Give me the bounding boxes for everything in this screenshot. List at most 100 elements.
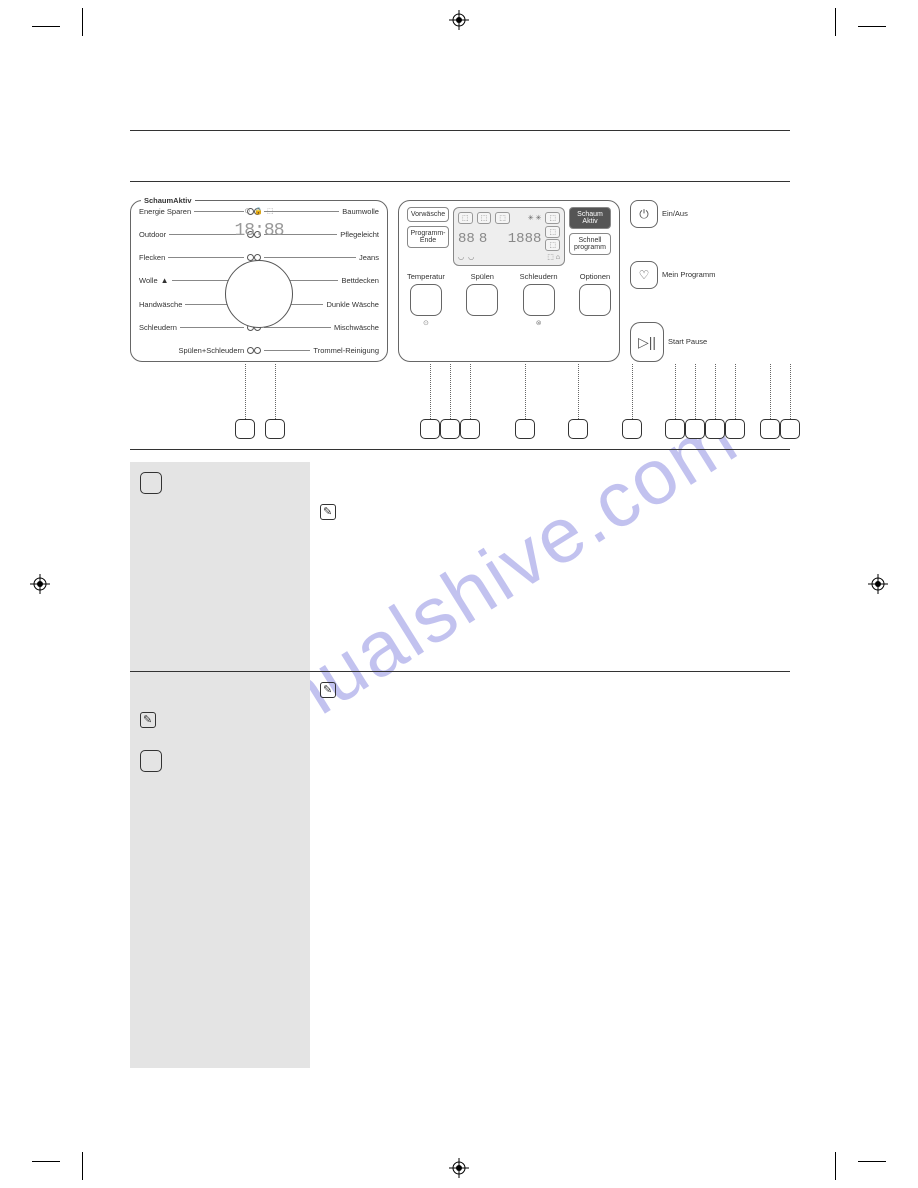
program-selector-panel: SchaumAktiv ⊙🔒⬚ 18:88 Energie Sparen Out… <box>130 200 388 362</box>
registration-mark-icon <box>449 1158 469 1178</box>
power-button: ⏻ <box>630 200 658 228</box>
program-label: Spülen+Schleudern <box>179 346 245 355</box>
callout-box <box>420 419 440 439</box>
start-pause-button: ▷|| <box>630 322 664 362</box>
callout-number-box <box>140 750 162 772</box>
callout-box <box>460 419 480 439</box>
callout-line <box>578 364 579 419</box>
start-pause-label: Start Pause <box>668 338 707 346</box>
schaum-aktiv-button: Schaum Aktiv <box>569 207 611 229</box>
program-label: Wolle <box>139 276 158 285</box>
control-panel-diagram: SchaumAktiv ⊙🔒⬚ 18:88 Energie Sparen Out… <box>130 200 790 362</box>
crop-mark <box>32 26 60 27</box>
callout-box <box>235 419 255 439</box>
registration-mark-icon <box>30 574 50 594</box>
option-label: Temperatur <box>407 272 445 281</box>
callout-line <box>770 364 771 419</box>
power-label: Ein/Aus <box>662 210 688 218</box>
option-label: Optionen <box>580 272 610 281</box>
status-icons: ⊙🔒⬚ <box>244 207 273 215</box>
divider <box>130 449 790 450</box>
callout-line <box>790 364 791 419</box>
note-icon <box>320 504 336 520</box>
callout-number-box <box>140 472 162 494</box>
callout-line <box>275 364 276 419</box>
callout-line <box>715 364 716 419</box>
program-label: Jeans <box>359 253 379 262</box>
callout-line <box>245 364 246 419</box>
callout-box <box>760 419 780 439</box>
display-panel: Vorwäsche Programm-Ende ⬚⬚⬚✳ ✳⬚ 88 8 188… <box>398 200 620 362</box>
callout-line <box>675 364 676 419</box>
crop-mark <box>858 1161 886 1162</box>
program-label: Mischwäsche <box>334 323 379 332</box>
main-buttons-panel: ⏻ Ein/Aus ♡ Mein Programm ▷|| Start Pause <box>630 200 740 362</box>
schaumaktiv-label: SchaumAktiv <box>141 196 195 205</box>
crop-mark <box>835 1152 836 1180</box>
callout-line <box>632 364 633 419</box>
rinse-button <box>466 284 498 316</box>
schnell-programm-button: Schnell programm <box>569 233 611 255</box>
crop-mark <box>835 8 836 36</box>
crop-mark <box>82 8 83 36</box>
program-label: Energie Sparen <box>139 207 191 216</box>
option-label: Spülen <box>471 272 494 281</box>
time-display: 18:88 <box>234 221 283 241</box>
callout-box <box>665 419 685 439</box>
callout-box <box>515 419 535 439</box>
callout-row <box>130 364 790 439</box>
program-label: Baumwolle <box>342 207 379 216</box>
program-label: Bettdecken <box>341 276 379 285</box>
program-dial <box>225 260 293 328</box>
table-num-cell <box>130 462 310 672</box>
prewash-button: Vorwäsche <box>407 207 449 222</box>
heart-icon: ♡ <box>639 268 650 282</box>
lcd-num: 88 <box>458 231 475 247</box>
crop-mark <box>82 1152 83 1180</box>
power-icon: ⏻ <box>639 207 649 222</box>
program-label: Handwäsche <box>139 300 182 309</box>
options-button <box>579 284 611 316</box>
callout-line <box>525 364 526 419</box>
table-desc-cell <box>310 672 790 1068</box>
my-program-button: ♡ <box>630 261 658 289</box>
play-pause-icon: ▷|| <box>638 334 656 351</box>
lcd-num: 1888 <box>508 231 542 247</box>
note-icon <box>140 712 156 728</box>
crop-mark <box>32 1161 60 1162</box>
divider <box>130 130 790 131</box>
option-buttons-row: Temperatur⊙ Spülen Schleudern⊗ Optionen <box>407 272 611 327</box>
table-desc-cell <box>310 462 790 672</box>
program-label: Trommel-Reinigung <box>313 346 379 355</box>
callout-box <box>705 419 725 439</box>
spin-button <box>523 284 555 316</box>
callout-box <box>440 419 460 439</box>
callout-line <box>735 364 736 419</box>
table-num-cell <box>130 672 310 1068</box>
callout-line <box>470 364 471 419</box>
callout-box <box>780 419 800 439</box>
callout-box <box>265 419 285 439</box>
divider <box>130 181 790 182</box>
my-program-label: Mein Programm <box>662 271 715 279</box>
description-table <box>130 462 790 1068</box>
lcd-display: ⬚⬚⬚✳ ✳⬚ 88 8 1888 ⬚⬚ ◡◡⬚ ⌂ <box>453 207 565 266</box>
program-label: Dunkle Wäsche <box>326 300 379 309</box>
callout-box <box>622 419 642 439</box>
note-icon <box>320 682 336 698</box>
callout-box <box>685 419 705 439</box>
callout-line <box>450 364 451 419</box>
callout-line <box>430 364 431 419</box>
option-label: Schleudern <box>520 272 558 281</box>
callout-box <box>725 419 745 439</box>
registration-mark-icon <box>868 574 888 594</box>
temperature-button <box>410 284 442 316</box>
callout-box <box>568 419 588 439</box>
registration-mark-icon <box>449 10 469 30</box>
crop-mark <box>858 26 886 27</box>
program-label: Schleudern <box>139 323 177 332</box>
lcd-num: 8 <box>479 231 487 247</box>
program-end-button: Programm-Ende <box>407 226 449 248</box>
callout-line <box>695 364 696 419</box>
program-label: Outdoor <box>139 230 166 239</box>
